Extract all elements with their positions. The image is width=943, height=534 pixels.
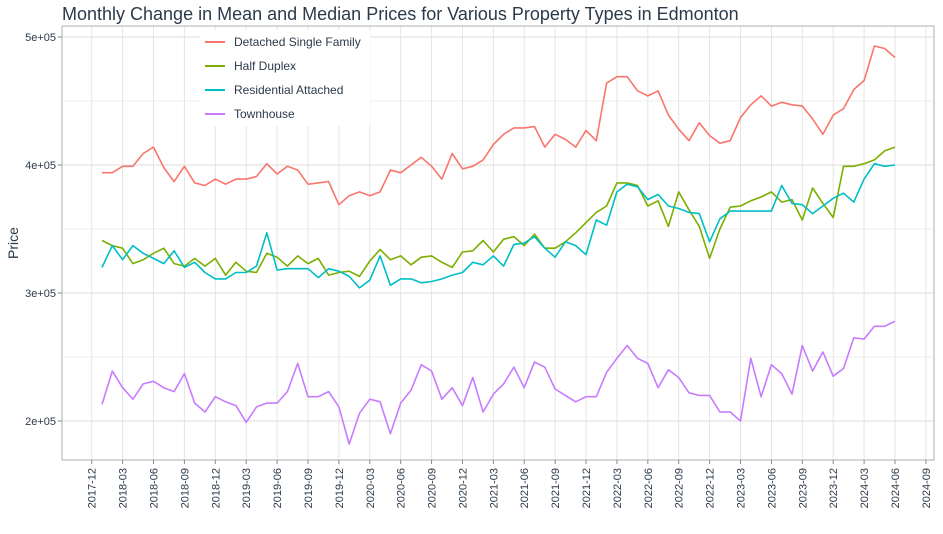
legend-label: Townhouse — [234, 107, 295, 121]
y-tick-label: 2e+05 — [25, 416, 56, 428]
x-axis: 2017-12 2018-03 2018-06 2018-09 2018-12 2019-… — [87, 460, 933, 508]
x-tick-label: 2023-03 — [736, 468, 748, 508]
series-line-half-duplex — [101, 146, 896, 278]
x-tick-label: 2024-06 — [890, 468, 902, 508]
x-tick-label: 2024-09 — [921, 468, 933, 508]
x-tick-label: 2022-12 — [705, 468, 717, 508]
x-tick-label: 2024-03 — [859, 468, 871, 508]
x-tick-label: 2020-06 — [396, 468, 408, 508]
y-tick-label: 3e+05 — [25, 288, 56, 300]
x-tick-label: 2022-03 — [612, 468, 624, 508]
x-tick-label: 2023-09 — [797, 468, 809, 508]
y-tick-label: 4e+05 — [25, 160, 56, 172]
x-tick-label: 2018-06 — [148, 468, 160, 508]
x-tick-label: 2023-06 — [766, 468, 778, 508]
x-tick-label: 2019-09 — [303, 468, 315, 508]
chart-title: Monthly Change in Mean and Median Prices… — [62, 4, 739, 24]
x-tick-label: 2021-09 — [550, 468, 562, 508]
legend-label: Residential Attached — [234, 83, 343, 97]
y-axis: 2e+05 3e+05 4e+05 5e+05 — [25, 32, 62, 428]
x-tick-label: 2023-12 — [828, 468, 840, 508]
x-tick-label: 2021-03 — [488, 468, 500, 508]
x-tick-label: 2020-12 — [457, 468, 469, 508]
y-axis-label: Price — [5, 227, 21, 259]
grid-lines — [62, 26, 934, 460]
x-tick-label: 2020-09 — [427, 468, 439, 508]
x-tick-label: 2020-03 — [365, 468, 377, 508]
x-tick-label: 2019-06 — [272, 468, 284, 508]
x-tick-label: 2019-03 — [241, 468, 253, 508]
series-line-residential-attached — [101, 162, 896, 289]
x-tick-label: 2018-03 — [118, 468, 130, 508]
series-lines — [101, 45, 896, 445]
x-tick-label: 2018-09 — [179, 468, 191, 508]
legend-label: Detached Single Family — [234, 35, 361, 49]
plot-border — [61, 25, 935, 461]
legend-background — [200, 30, 370, 126]
x-tick-label: 2018-12 — [210, 468, 222, 508]
series-line-detached-single-family — [102, 45, 896, 206]
x-tick-label: 2021-12 — [581, 468, 593, 508]
x-tick-label: 2017-12 — [87, 468, 99, 508]
y-tick-label: 5e+05 — [25, 32, 56, 44]
x-tick-label: 2022-06 — [643, 468, 655, 508]
x-tick-label: 2021-06 — [519, 468, 531, 508]
x-tick-label: 2019-12 — [334, 468, 346, 508]
x-tick-label: 2022-09 — [674, 468, 686, 508]
series-line-townhouse — [101, 320, 896, 445]
legend: Detached Single Family Half Duplex Residen… — [200, 30, 370, 126]
legend-label: Half Duplex — [234, 59, 296, 73]
